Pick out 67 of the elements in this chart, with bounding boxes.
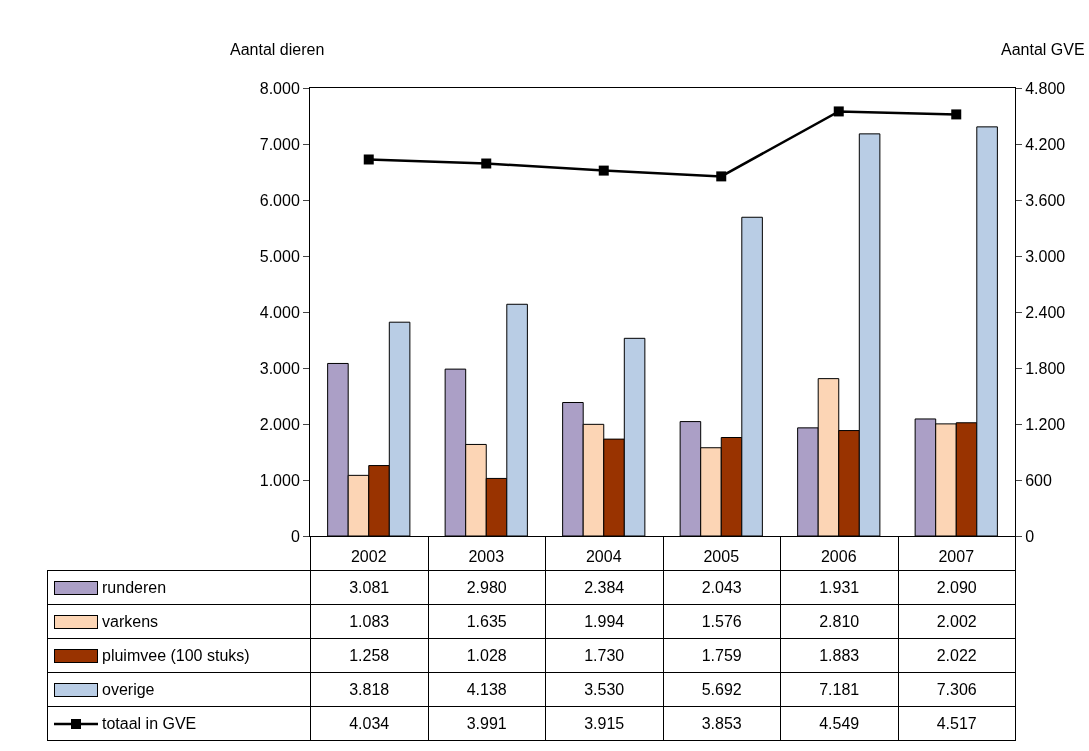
- point: [833, 106, 844, 117]
- data-label: 5.692: [663, 672, 781, 707]
- data-label: 7.306: [898, 672, 1016, 707]
- y2-tick-label: 3.000: [1025, 247, 1066, 265]
- y-tick-label: 6.000: [259, 191, 300, 209]
- data-label: 2.980: [428, 570, 546, 605]
- point: [951, 109, 962, 120]
- y-tick-label: 7.000: [259, 135, 300, 153]
- y-tick-label: 2.000: [259, 415, 300, 433]
- data-label: 3.915: [545, 706, 663, 741]
- x-tick-label: 2003: [468, 548, 505, 566]
- data-label: 2.002: [898, 604, 1016, 639]
- y-tick-label: 0: [290, 527, 300, 545]
- data-label: 3.991: [428, 706, 546, 741]
- data-label: 2.022: [898, 638, 1016, 673]
- data-label: 3.818: [310, 672, 428, 707]
- y2-tick-label: 0: [1025, 527, 1035, 545]
- y-tick-label: 8.000: [259, 79, 300, 97]
- y2-tick-label: 600: [1025, 471, 1052, 489]
- point: [481, 158, 492, 169]
- data-label: 3.530: [545, 672, 663, 707]
- legend-label: runderen: [102, 578, 167, 596]
- legend-label: pluimvee (100 stuks): [102, 646, 250, 664]
- data-label: 2.810: [780, 604, 898, 639]
- data-label: 3.081: [310, 570, 428, 605]
- data-label: 1.730: [545, 638, 663, 673]
- data-label: 1.028: [428, 638, 546, 673]
- legend-label: varkens: [102, 612, 159, 630]
- data-label: 1.576: [663, 604, 781, 639]
- data-label: 3.853: [663, 706, 781, 741]
- data-label: 1.931: [780, 570, 898, 605]
- y2-tick-label: 4.800: [1025, 79, 1066, 97]
- data-label: 4.517: [898, 706, 1016, 741]
- data-label: 2.043: [663, 570, 781, 605]
- y2-axis-title: Aantal GVE: [1001, 41, 1085, 58]
- y-tick-label: 3.000: [259, 359, 300, 377]
- data-label: 2.384: [545, 570, 663, 605]
- y2-tick-label: 4.200: [1025, 135, 1066, 153]
- y2-tick-label: 2.400: [1025, 303, 1066, 321]
- point: [598, 165, 609, 176]
- y-axis-title: Aantal dieren: [230, 41, 325, 58]
- x-tick-label: 2004: [585, 548, 622, 566]
- x-tick-label: 2006: [820, 548, 857, 566]
- y2-tick-label: 3.600: [1025, 191, 1066, 209]
- y2-tick-label: 1.800: [1025, 359, 1066, 377]
- legend-label: totaal in GVE: [102, 714, 197, 732]
- data-label: 1.258: [310, 638, 428, 673]
- y-tick-label: 1.000: [259, 471, 300, 489]
- data-label: 1.635: [428, 604, 546, 639]
- y2-tick-label: 1.200: [1025, 415, 1066, 433]
- data-label: 7.181: [780, 672, 898, 707]
- y-tick-label: 4.000: [259, 303, 300, 321]
- y-tick-label: 5.000: [259, 247, 300, 265]
- data-label: 4.138: [428, 672, 546, 707]
- data-label: 2.090: [898, 570, 1016, 605]
- data-label: 1.083: [310, 604, 428, 639]
- legend-label: overige: [102, 680, 155, 698]
- point: [363, 154, 374, 165]
- data-label: 1.759: [663, 638, 781, 673]
- point: [716, 171, 727, 182]
- x-tick-label: 2007: [938, 548, 975, 566]
- data-label: 4.549: [780, 706, 898, 741]
- data-label: 1.883: [780, 638, 898, 673]
- x-tick-label: 2002: [350, 548, 387, 566]
- x-tick-label: 2005: [703, 548, 740, 566]
- data-label: 4.034: [310, 706, 428, 741]
- data-label: 1.994: [545, 604, 663, 639]
